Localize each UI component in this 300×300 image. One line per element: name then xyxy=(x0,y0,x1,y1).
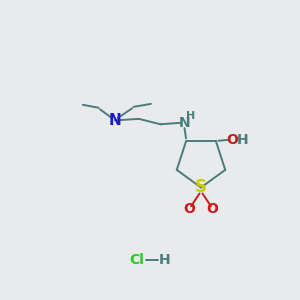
Text: O: O xyxy=(226,133,238,147)
Text: Cl: Cl xyxy=(129,253,144,266)
Text: O: O xyxy=(184,202,196,216)
Text: S: S xyxy=(195,178,207,196)
Text: H: H xyxy=(159,253,170,266)
Text: O: O xyxy=(206,202,218,216)
Text: H: H xyxy=(237,133,249,147)
Text: H: H xyxy=(187,111,196,121)
Text: N: N xyxy=(109,113,121,128)
Text: N: N xyxy=(179,116,190,130)
